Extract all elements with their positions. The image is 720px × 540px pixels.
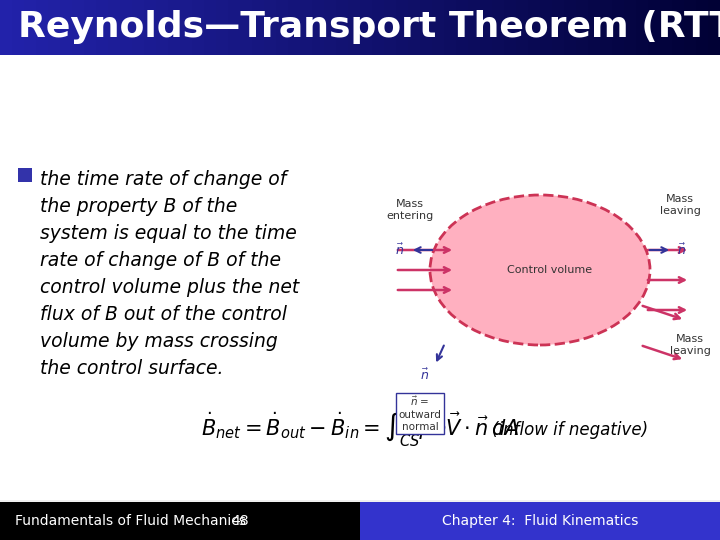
Text: $\dot{B}_{net} = \dot{B}_{out} - \dot{B}_{in} = \int_{CS} \rho b \vec{V} \cdot \: $\dot{B}_{net} = \dot{B}_{out} - \dot{B}… — [201, 410, 519, 449]
Text: Fundamentals of Fluid Mechanics: Fundamentals of Fluid Mechanics — [15, 514, 246, 528]
Bar — [672, 0, 685, 55]
Text: flux of B out of the control: flux of B out of the control — [40, 305, 287, 324]
Bar — [660, 0, 673, 55]
Bar — [120, 0, 133, 55]
Bar — [624, 0, 637, 55]
Text: $\vec{n}$: $\vec{n}$ — [420, 367, 430, 383]
Text: Reynolds—Transport Theorem (RTT): Reynolds—Transport Theorem (RTT) — [18, 10, 720, 44]
Bar — [300, 0, 313, 55]
Bar — [468, 0, 481, 55]
Bar — [372, 0, 385, 55]
Bar — [156, 0, 169, 55]
Bar — [420, 0, 433, 55]
Bar — [48, 0, 61, 55]
Bar — [144, 0, 157, 55]
Bar — [600, 0, 613, 55]
Bar — [0, 55, 720, 500]
Bar — [444, 0, 457, 55]
Text: (inflow if negative): (inflow if negative) — [492, 421, 648, 439]
Text: 48: 48 — [231, 514, 249, 528]
Bar — [0, 502, 360, 540]
Text: $\vec{n}$ =
outward
normal: $\vec{n}$ = outward normal — [399, 395, 441, 431]
Bar — [204, 0, 217, 55]
Bar — [384, 0, 397, 55]
Text: Control volume: Control volume — [508, 265, 593, 275]
Text: the property B of the: the property B of the — [40, 197, 238, 216]
Bar — [588, 0, 601, 55]
Bar — [12, 0, 25, 55]
Bar — [96, 0, 109, 55]
Bar — [480, 0, 493, 55]
Bar — [648, 0, 661, 55]
Text: control volume plus the net: control volume plus the net — [40, 278, 300, 297]
Bar — [60, 0, 73, 55]
Bar — [612, 0, 625, 55]
Bar — [492, 0, 505, 55]
Bar — [24, 0, 37, 55]
Bar — [552, 0, 565, 55]
Bar — [312, 0, 325, 55]
Bar — [684, 0, 697, 55]
Bar — [396, 0, 409, 55]
Bar — [180, 0, 193, 55]
Bar — [336, 0, 349, 55]
Bar — [408, 0, 421, 55]
Bar — [216, 0, 229, 55]
Bar — [360, 502, 720, 540]
Text: the time rate of change of: the time rate of change of — [40, 170, 287, 189]
Text: Chapter 4:  Fluid Kinematics: Chapter 4: Fluid Kinematics — [442, 514, 638, 528]
Text: system is equal to the time: system is equal to the time — [40, 224, 297, 243]
Bar — [528, 0, 541, 55]
Bar — [432, 0, 445, 55]
Bar — [540, 0, 553, 55]
Text: the control surface.: the control surface. — [40, 359, 223, 378]
Bar — [456, 0, 469, 55]
Bar — [36, 0, 49, 55]
Bar — [564, 0, 577, 55]
Bar — [348, 0, 361, 55]
Bar — [708, 0, 720, 55]
Bar — [168, 0, 181, 55]
Text: Mass
entering: Mass entering — [387, 199, 433, 221]
Bar — [192, 0, 205, 55]
Text: $\vec{n}$: $\vec{n}$ — [677, 242, 687, 258]
Bar — [516, 0, 529, 55]
Bar — [288, 0, 301, 55]
Bar — [696, 0, 709, 55]
Text: volume by mass crossing: volume by mass crossing — [40, 332, 278, 351]
Bar — [108, 0, 121, 55]
Bar — [72, 0, 85, 55]
Text: $\vec{n}$: $\vec{n}$ — [395, 242, 405, 258]
Text: Mass
leaving: Mass leaving — [660, 194, 701, 216]
Bar — [324, 0, 337, 55]
Bar — [504, 0, 517, 55]
Bar — [18, 168, 32, 182]
Text: Mass
leaving: Mass leaving — [670, 334, 711, 356]
Bar — [636, 0, 649, 55]
Bar — [252, 0, 265, 55]
Bar — [228, 0, 241, 55]
Bar — [264, 0, 277, 55]
Bar — [132, 0, 145, 55]
Bar — [276, 0, 289, 55]
Bar — [576, 0, 589, 55]
Bar — [240, 0, 253, 55]
Text: rate of change of B of the: rate of change of B of the — [40, 251, 281, 270]
Bar — [0, 0, 13, 55]
Bar — [84, 0, 97, 55]
Ellipse shape — [430, 195, 650, 345]
Bar — [360, 0, 373, 55]
